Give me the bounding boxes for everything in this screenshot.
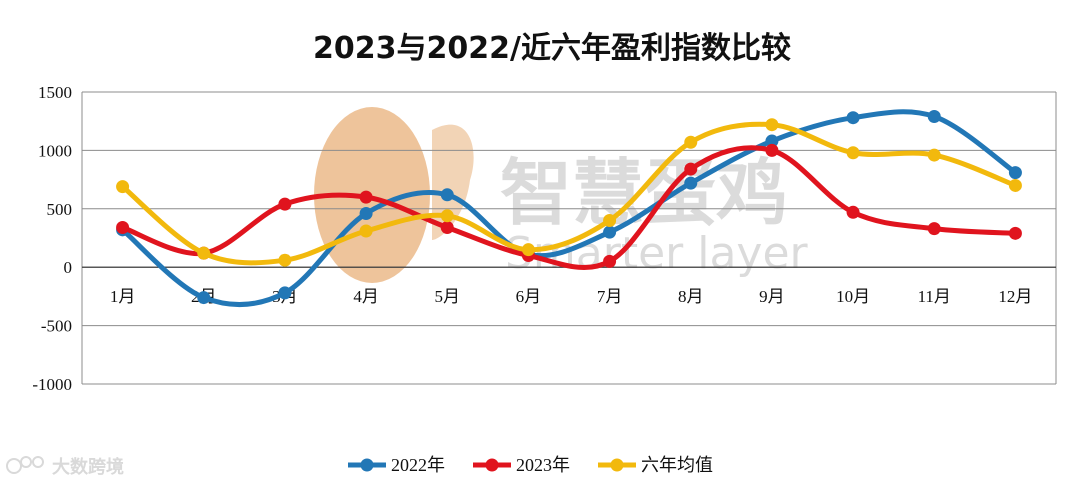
- data-point-0: [278, 286, 292, 300]
- data-point-2: [603, 213, 617, 227]
- weibo-icon: [6, 456, 44, 474]
- legend-marker-2: [610, 458, 624, 472]
- data-point-2: [197, 246, 211, 260]
- data-point-1: [1008, 226, 1022, 240]
- data-point-1: [927, 222, 941, 236]
- y-tick-label: 1000: [38, 141, 72, 160]
- y-tick-label: 500: [47, 200, 73, 219]
- corner-logo-text: 大数跨境: [52, 456, 124, 478]
- x-tick-label: 9月: [759, 287, 785, 306]
- data-point-2: [765, 118, 779, 132]
- x-tick-label: 12月: [998, 287, 1032, 306]
- data-point-2: [278, 253, 292, 267]
- legend-label-1: 2023年: [516, 455, 570, 475]
- data-point-2: [440, 209, 454, 223]
- x-tick-label: 4月: [353, 287, 379, 306]
- data-point-0: [359, 206, 373, 220]
- data-point-2: [846, 146, 860, 160]
- data-point-0: [846, 111, 860, 125]
- x-tick-label: 1月: [110, 287, 136, 306]
- legend-marker-1: [485, 458, 499, 472]
- plot-area: 150010005000-500-10001月2月3月4月5月6月7月8月9月1…: [32, 83, 1057, 394]
- data-point-2: [116, 180, 130, 194]
- data-point-1: [440, 220, 454, 234]
- data-point-0: [440, 188, 454, 202]
- legend-marker-0: [360, 458, 374, 472]
- watermark: 智慧蛋鸡 Smarter layer: [314, 107, 809, 283]
- data-point-0: [765, 134, 779, 148]
- x-tick-label: 10月: [836, 287, 870, 306]
- data-point-0: [927, 110, 941, 124]
- data-point-2: [521, 243, 535, 257]
- data-point-2: [1008, 178, 1022, 192]
- x-tick-label: 5月: [435, 287, 461, 306]
- data-point-0: [603, 225, 617, 239]
- x-tick-label: 11月: [918, 287, 951, 306]
- data-point-2: [684, 135, 698, 149]
- watermark-chick: [432, 124, 474, 240]
- y-tick-label: -1000: [32, 375, 72, 394]
- data-point-2: [927, 148, 941, 162]
- y-tick-label: 0: [64, 258, 73, 277]
- x-tick-label: 8月: [678, 287, 704, 306]
- data-point-2: [359, 224, 373, 238]
- data-point-0: [684, 176, 698, 190]
- x-tick-label: 7月: [597, 287, 623, 306]
- data-point-1: [359, 190, 373, 204]
- data-point-0: [197, 291, 211, 305]
- x-tick-label: 6月: [516, 287, 542, 306]
- corner-logo: 大数跨境: [6, 456, 124, 478]
- watermark-cn: 智慧蛋鸡: [500, 151, 788, 235]
- data-point-1: [278, 197, 292, 211]
- legend-label-0: 2022年: [391, 455, 445, 475]
- series-line-0: [120, 109, 1018, 308]
- data-point-1: [765, 143, 779, 157]
- data-point-1: [684, 162, 698, 176]
- chart-title: 2023与2022/近六年盈利指数比较: [313, 31, 791, 66]
- data-point-1: [603, 254, 617, 268]
- data-point-1: [116, 220, 130, 234]
- y-tick-label: -500: [41, 317, 72, 336]
- legend-label-2: 六年均值: [641, 455, 713, 475]
- data-point-1: [846, 205, 860, 219]
- data-point-0: [1008, 166, 1022, 180]
- legend: 2022年 2023年 六年均值: [348, 455, 713, 475]
- y-tick-label: 1500: [38, 83, 72, 102]
